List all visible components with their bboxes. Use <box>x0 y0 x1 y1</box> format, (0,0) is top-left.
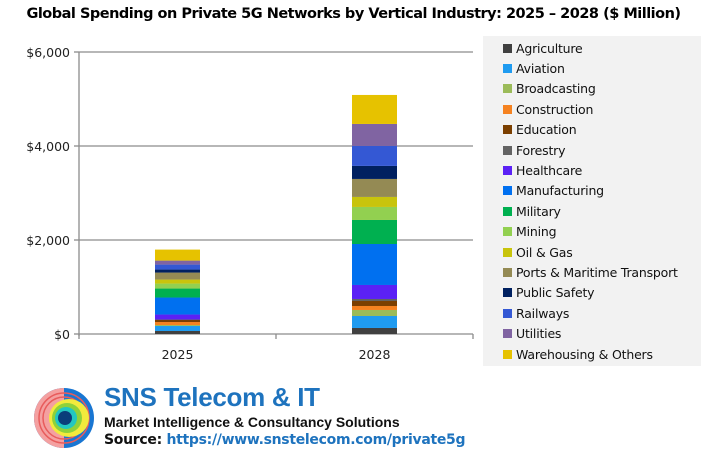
bar-segment <box>155 322 200 326</box>
legend-item: Aviation <box>503 58 565 78</box>
legend-label: Military <box>516 203 561 219</box>
chart-title: Global Spending on Private 5G Networks b… <box>26 6 681 22</box>
bar-segment <box>155 326 200 331</box>
legend-label: Healthcare <box>516 162 583 178</box>
bar-segment <box>155 272 200 280</box>
chart-plot: $0 $2,000 $4,000 $6,000 2025 2028 <box>26 45 474 362</box>
y-tick-label: $0 <box>54 327 70 342</box>
bar-segment <box>352 284 397 299</box>
legend-swatch <box>503 308 512 318</box>
brand-name: SNS Telecom & IT <box>104 382 320 412</box>
legend-swatch <box>503 267 512 277</box>
y-tick-label: $2,000 <box>26 233 70 248</box>
legend-label: Manufacturing <box>516 183 604 199</box>
bar-segment <box>155 269 200 273</box>
legend-swatch <box>503 145 512 155</box>
bar-segment <box>352 309 397 316</box>
bar-segment <box>155 264 200 270</box>
legend-swatch <box>503 247 512 257</box>
bar-segment <box>352 243 397 285</box>
bar-segment <box>352 298 397 302</box>
bar-segment <box>352 315 397 328</box>
bar-segment <box>155 249 200 261</box>
legend-label: Utilities <box>516 326 562 342</box>
bar-segment <box>352 206 397 220</box>
legend-item: Oil & Gas <box>503 242 573 262</box>
bar-segment <box>352 219 397 244</box>
bar-segment <box>155 314 200 320</box>
x-tick-label: 2028 <box>359 347 391 362</box>
legend-swatch <box>503 84 512 94</box>
legend-swatch <box>503 104 512 114</box>
x-tick-label: 2025 <box>162 347 194 362</box>
legend-swatch <box>503 349 512 359</box>
source-line: Source: https://www.snstelecom.com/priva… <box>104 432 466 448</box>
legend-item: Warehousing & Others <box>503 344 653 364</box>
source-label: Source: <box>104 432 167 448</box>
legend-item: Education <box>503 120 577 140</box>
company-logo-icon <box>34 388 94 448</box>
legend-label: Broadcasting <box>516 81 596 97</box>
bar-segment <box>352 145 397 166</box>
legend-swatch <box>503 329 512 339</box>
legend-swatch <box>503 43 512 53</box>
bar-segment <box>352 178 397 197</box>
brand-tagline: Market Intelligence & Consultancy Soluti… <box>104 414 400 430</box>
bar-segment <box>155 297 200 315</box>
legend-item: Public Safety <box>503 283 595 303</box>
legend-label: Mining <box>516 224 557 240</box>
legend-swatch <box>503 206 512 216</box>
legend-swatch <box>503 125 512 135</box>
legend-swatch <box>503 288 512 298</box>
bar-segment <box>352 165 397 179</box>
source-link[interactable]: https://www.snstelecom.com/private5g <box>166 432 466 448</box>
legend-label: Railways <box>516 305 570 321</box>
legend-item: Ports & Maritime Transport <box>503 262 678 282</box>
bar-segment <box>352 327 397 334</box>
legend-item: Railways <box>503 303 569 323</box>
y-tick-label: $4,000 <box>26 139 70 154</box>
bar-segment <box>155 325 200 327</box>
bar-segment <box>155 319 200 321</box>
legend-item: Utilities <box>503 324 561 344</box>
bar-segment <box>155 330 200 334</box>
legend-label: Education <box>516 122 577 138</box>
legend-swatch <box>503 63 512 73</box>
legend-swatch <box>503 186 512 196</box>
chart-legend: Agriculture Aviation Broadcasting Construct… <box>483 36 701 366</box>
legend-item: Forestry <box>503 140 566 160</box>
legend-item: Broadcasting <box>503 79 596 99</box>
bar-segment <box>155 279 200 284</box>
legend-swatch <box>503 227 512 237</box>
legend-item: Construction <box>503 99 593 119</box>
bar-segment <box>155 260 200 265</box>
legend-label: Oil & Gas <box>516 244 573 260</box>
bar-segment <box>352 305 397 310</box>
legend-label: Construction <box>516 101 594 117</box>
bar-segment <box>352 196 397 207</box>
legend-label: Agriculture <box>516 40 583 56</box>
legend-label: Ports & Maritime Transport <box>516 264 678 280</box>
legend-label: Warehousing & Others <box>516 346 653 362</box>
legend-swatch <box>503 165 512 175</box>
bar-segment <box>352 123 397 146</box>
legend-item: Military <box>503 201 561 221</box>
legend-item: Healthcare <box>503 160 582 180</box>
bar-segment <box>155 319 200 323</box>
legend-item: Agriculture <box>503 38 583 58</box>
bar-segment <box>155 288 200 298</box>
bar-segment <box>155 283 200 289</box>
bar-segment <box>352 301 397 306</box>
legend-item: Manufacturing <box>503 181 604 201</box>
legend-label: Forestry <box>516 142 566 158</box>
legend-label: Public Safety <box>516 285 595 301</box>
y-tick-label: $6,000 <box>26 45 70 60</box>
legend-item: Mining <box>503 222 557 242</box>
legend-label: Aviation <box>516 60 565 76</box>
bar-segment <box>352 94 397 124</box>
